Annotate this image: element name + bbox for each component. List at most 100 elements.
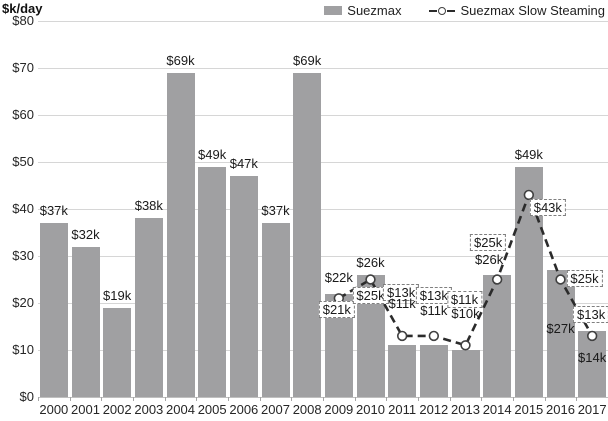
bar-2013: [451, 350, 480, 397]
slow-steaming-label-2014: $25k: [470, 233, 507, 251]
x-tick-label-2009: 2009: [324, 402, 354, 417]
y-tick-label-50: $50: [12, 154, 34, 169]
x-tick-label-2002: 2002: [102, 402, 132, 417]
x-tick-label-2008: 2008: [292, 402, 322, 417]
x-axis-tickmark: [38, 397, 39, 401]
legend-item-suezmax: Suezmax: [324, 3, 401, 18]
slow-steaming-label-2015: $43k: [529, 198, 566, 216]
bar-label-2011: $11k: [388, 296, 416, 312]
y-tick-label-10: $10: [12, 342, 34, 357]
bar-label-2016: $27k: [546, 321, 575, 337]
x-tick-label-2015: 2015: [514, 402, 544, 417]
slow-steaming-label-2016: $25k: [566, 269, 603, 287]
x-tick-label-2012: 2012: [419, 402, 449, 417]
bar-label-2000: $37k: [39, 203, 68, 219]
gridline-50: [38, 162, 608, 163]
x-axis-tickmark: [576, 397, 578, 401]
gridline-60: [38, 115, 608, 116]
x-axis-tickmark: [133, 397, 134, 401]
gridline-10: [38, 350, 608, 351]
bar-label-2006: $47k: [229, 156, 258, 172]
bar-label-2013: $10k: [451, 306, 480, 321]
bar-label-2005: $49k: [198, 146, 227, 162]
bar-label-2017: $14k: [578, 350, 607, 366]
bar-label-2007: $37k: [261, 203, 290, 219]
y-tick-label-70: $70: [12, 60, 34, 75]
x-axis-tickmark: [101, 397, 103, 401]
bar-label-2003: $38k: [134, 198, 163, 214]
legend-label-suezmax: Suezmax: [347, 3, 402, 18]
dashed-line-marker-icon: [429, 6, 456, 16]
x-axis-tickmark: [196, 397, 198, 401]
bar-label-2015: $49k: [514, 146, 543, 162]
x-tick-label-2004: 2004: [166, 402, 195, 417]
x-axis-tickmark: [259, 397, 261, 401]
y-tick-label-0: $0: [19, 389, 34, 404]
bar-2005: [198, 166, 227, 397]
x-axis-tickmark: [69, 397, 71, 401]
x-axis-tickmark: [354, 397, 356, 401]
slow-steaming-marker: [460, 340, 471, 351]
bar-2014: [483, 274, 512, 397]
bar-label-2008: $69k: [293, 52, 322, 68]
x-axis-tickmark: [228, 397, 229, 401]
x-axis-tickmark: [291, 397, 293, 401]
bar-label-2001: $32k: [71, 226, 100, 242]
y-tick-label-60: $60: [12, 107, 34, 122]
legend-item-slow-steaming: Suezmax Slow Steaming: [429, 3, 605, 18]
x-axis-tickmark: [164, 397, 166, 401]
bar-label-2009: $22k: [324, 269, 353, 285]
legend: Suezmax Suezmax Slow Steaming: [324, 3, 605, 18]
bar-2002: [103, 307, 132, 397]
x-axis-tickmark: [323, 397, 324, 401]
bar-2001: [71, 246, 100, 397]
gridline-30: [38, 256, 608, 257]
bar-2011: [388, 345, 417, 397]
bar-label-2012: $11k: [420, 303, 448, 319]
x-tick-label-2014: 2014: [482, 402, 512, 417]
gridline-70: [38, 68, 608, 69]
x-axis-tickmark: [386, 397, 388, 401]
x-axis-tickmark: [481, 397, 483, 401]
x-axis-tickmark: [449, 397, 451, 401]
bar-2007: [261, 223, 290, 397]
x-tick-label-2010: 2010: [356, 402, 385, 417]
x-tick-label-2013: 2013: [451, 402, 480, 417]
slow-steaming-marker: [396, 330, 408, 342]
slow-steaming-label-2013: $11k: [446, 291, 483, 309]
x-axis-tickmark: [418, 397, 419, 401]
y-tick-label-40: $40: [12, 201, 34, 216]
x-tick-label-2017: 2017: [577, 402, 607, 417]
x-tick-label-2005: 2005: [197, 402, 227, 417]
y-axis-title: $k/day: [2, 1, 43, 16]
gridline-80: [38, 21, 608, 22]
x-tick-label-2016: 2016: [546, 402, 575, 417]
x-axis-tickmark: [513, 397, 514, 401]
x-tick-label-2001: 2001: [71, 402, 100, 417]
bar-2003: [134, 218, 163, 397]
x-tick-label-2000: 2000: [39, 402, 69, 417]
x-tick-label-2003: 2003: [134, 402, 164, 417]
x-tick-label-2011: 2011: [388, 402, 417, 417]
bar-label-2004: $69k: [166, 52, 195, 68]
y-tick-label-30: $30: [12, 248, 34, 263]
bar-2004: [166, 72, 195, 397]
slow-steaming-label-2009: $21k: [318, 301, 355, 319]
slow-steaming-marker: [428, 330, 440, 342]
slow-steaming-label-2010: $25k: [352, 286, 389, 304]
y-tick-label-20: $20: [12, 295, 34, 310]
x-tick-label-2007: 2007: [261, 402, 290, 417]
bar-2000: [39, 223, 68, 397]
y-tick-label-80: $80: [12, 13, 34, 28]
slow-steaming-label-2017: $13k: [573, 305, 608, 323]
gridline-40: [38, 209, 608, 210]
bar-2008: [293, 72, 322, 397]
bar-2012: [419, 345, 448, 397]
bar-2006: [229, 176, 258, 397]
x-axis-tickmark: [544, 397, 546, 401]
bar-label-2014: $26k: [475, 251, 504, 267]
bar-label-2002: $19k: [103, 287, 132, 303]
bar-label-2010: $26k: [356, 254, 385, 270]
legend-label-slow-steaming: Suezmax Slow Steaming: [460, 3, 605, 18]
